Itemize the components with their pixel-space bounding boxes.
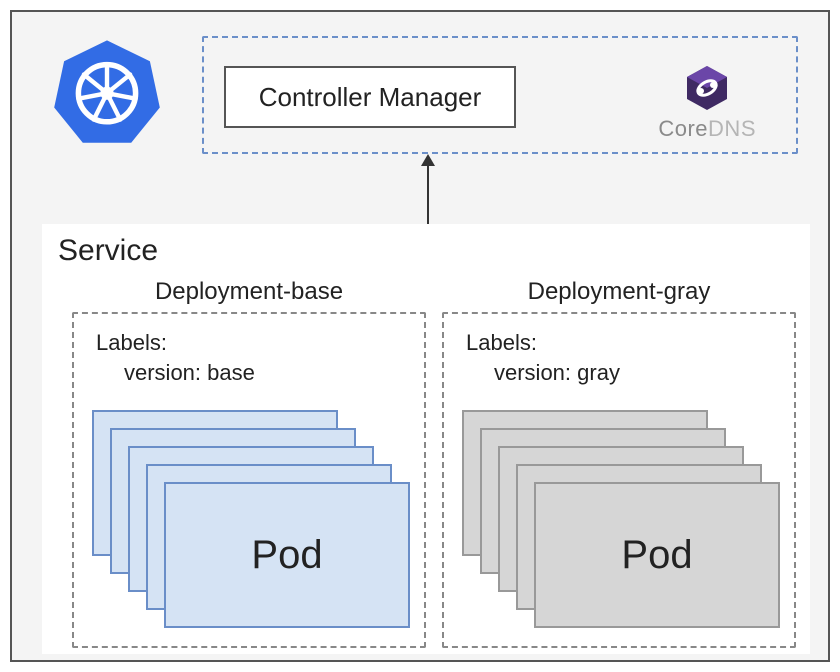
labels-heading: Labels: <box>466 330 537 355</box>
coredns-label-core: Core <box>658 116 708 141</box>
coredns-icon <box>679 60 735 116</box>
deployment-base-box: Deployment-base Labels: version: base Po… <box>72 312 426 648</box>
coredns-label-dns: DNS <box>708 116 756 141</box>
pod-card-front: Pod <box>534 482 780 628</box>
labels-heading: Labels: <box>96 330 167 355</box>
deployment-base-title: Deployment-base <box>74 278 424 306</box>
pod-label: Pod <box>621 533 692 578</box>
labels-line: version: base <box>96 358 255 388</box>
deployment-base-labels: Labels: version: base <box>96 328 255 387</box>
deployment-gray-labels: Labels: version: gray <box>466 328 620 387</box>
diagram-frame: Controller Manager CoreDNS Service Deplo… <box>10 10 830 662</box>
kubernetes-icon <box>52 36 162 146</box>
deployment-gray-box: Deployment-gray Labels: version: gray Po… <box>442 312 796 648</box>
coredns-group: CoreDNS <box>658 60 756 142</box>
service-title: Service <box>58 234 158 268</box>
controller-manager-label: Controller Manager <box>259 82 482 113</box>
service-box: Service Deployment-base Labels: version:… <box>42 224 810 654</box>
labels-line: version: gray <box>466 358 620 388</box>
deployment-gray-title: Deployment-gray <box>444 278 794 306</box>
pod-label: Pod <box>251 533 322 578</box>
controller-manager-box: Controller Manager <box>224 66 516 128</box>
coredns-label: CoreDNS <box>658 116 756 142</box>
pod-stack-gray: Pod <box>462 410 780 632</box>
pod-stack-base: Pod <box>92 410 410 632</box>
arrow-up <box>427 156 429 224</box>
control-plane-group: Controller Manager CoreDNS <box>202 36 798 154</box>
pod-card-front: Pod <box>164 482 410 628</box>
